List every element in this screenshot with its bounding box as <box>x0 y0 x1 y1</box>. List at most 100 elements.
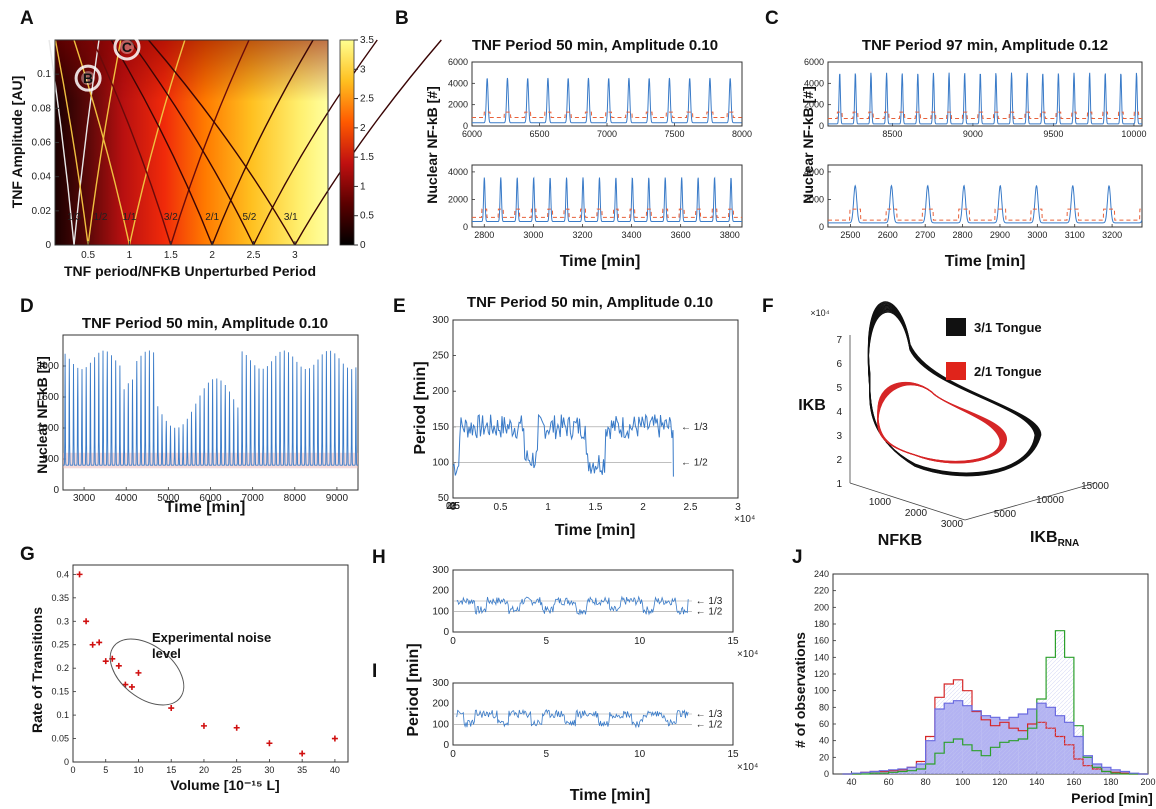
h-plot-xtick-label: 10 <box>634 636 646 647</box>
c-top-xtick-label: 10000 <box>1121 129 1146 139</box>
tongue-boundaries <box>48 39 442 246</box>
panel-j-ylabel: # of observations <box>792 632 808 748</box>
heatmap-markers: BC <box>74 33 141 92</box>
cbar-tick-label: 2.5 <box>360 94 374 105</box>
g-ytick-label: 0.3 <box>56 616 69 626</box>
a-xtick-label: 2.5 <box>247 250 261 261</box>
c-bot-tnf-input <box>828 208 1142 221</box>
panel-a-ylabel: TNF Amplitude [AU] <box>9 76 25 208</box>
g-point <box>83 618 90 625</box>
tongue-label: 5/2 <box>242 212 256 223</box>
e-xtick-label: 0.5 <box>446 501 460 512</box>
i-plot-ytick-label: 0 <box>443 740 449 751</box>
panel-b-top-plot: 6000 6500 7000 7500 8000 0 2000 4000 6000 <box>448 57 752 139</box>
f-zlabel: IKBRNA <box>1030 529 1079 549</box>
f-xlabel: NFKB <box>878 532 922 549</box>
d-trace <box>63 350 358 466</box>
i-plot-ref-label-half: ← 1/2 <box>696 719 723 730</box>
c-top-ytick-label: 4000 <box>804 78 824 88</box>
a-xtick-label: 1.5 <box>164 250 178 261</box>
h-plot-ref-label-half: ← 1/2 <box>696 606 723 617</box>
tongue-boundary <box>294 39 442 246</box>
c-top-ytick-label: 6000 <box>804 57 824 67</box>
panel-a-xlabel: TNF period/NFKB Unperturbed Period <box>64 263 316 279</box>
i-plot-multiplier: ×10⁴ <box>737 762 758 773</box>
d-xtick-label: 3000 <box>73 493 96 504</box>
panel-label-h: H <box>372 547 386 568</box>
cbar-tick-label: 3.5 <box>360 35 374 46</box>
j-step-green <box>842 630 1148 775</box>
e-xtick-label: 3 <box>450 501 456 512</box>
g-xtick-label: 35 <box>297 765 307 775</box>
marker-label-c: C <box>122 39 132 55</box>
f-multiplier: ×10⁴ <box>810 308 829 318</box>
tongue-boundary <box>252 39 378 246</box>
b-top-ytick-label: 0 <box>463 121 468 131</box>
b-bot-xtick-label: 3000 <box>523 230 543 240</box>
a-xtick-label: 3 <box>292 250 298 261</box>
j-xtick-label: 200 <box>1140 777 1155 787</box>
f-xtick-label: 2000 <box>905 508 928 519</box>
d-xtick-label: 6000 <box>199 493 222 504</box>
b-bot-xtick-label: 3600 <box>671 230 691 240</box>
f-loop-2-1 <box>877 383 1005 463</box>
d-ytick-label: 2000 <box>37 361 60 372</box>
i-plot-ytick-label: 300 <box>432 678 449 689</box>
d-ytick-label: 500 <box>42 454 59 465</box>
e-ref-label-half: ← 1/2 <box>681 457 708 468</box>
cbar-tick-label: 1.5 <box>360 152 374 163</box>
j-ytick-label: 120 <box>814 669 829 679</box>
j-ytick-label: 140 <box>814 652 829 662</box>
e-xtick-label: 0 <box>450 502 456 513</box>
panel-c-ylabel: Nuclear NF-kB [#] <box>800 86 816 203</box>
f-loop-2-1 <box>877 383 1003 463</box>
g-point <box>299 750 306 757</box>
a-ytick-label: 0.02 <box>32 206 52 217</box>
c-bot-ytick-label: 4000 <box>804 167 824 177</box>
g-xtick-label: 30 <box>264 765 274 775</box>
a-ytick-label: 0 <box>45 240 51 251</box>
tongue-boundary <box>54 39 89 246</box>
panel-a: A BC 0.5 1 1.5 2 2.5 300.020.040.060.080.1 1/… <box>9 8 442 279</box>
e-xtick-label: 1 <box>450 501 456 512</box>
j-step-blue <box>842 700 1148 775</box>
tongue-labels: 1/3 1/2 1/1 3/2 2/1 5/2 3/1 <box>67 212 298 223</box>
tongue-boundary <box>87 39 122 246</box>
cbar-tick-label: 2 <box>360 123 366 134</box>
c-top-ytick-label: 0 <box>819 121 824 131</box>
tongue-boundary <box>128 39 186 246</box>
panel-label-i: I <box>372 661 377 682</box>
panel-g-ylabel: Rate of Transitions <box>29 607 45 733</box>
f-xtick-label: 3000 <box>941 519 964 530</box>
panel-d-xlabel: Time [min] <box>165 499 246 516</box>
h-plot-ref-label-third: ← 1/3 <box>696 596 723 607</box>
h-plot-xtick-label: 5 <box>544 636 550 647</box>
j-xtick-label: 160 <box>1066 777 1081 787</box>
f-ztick-label: 10000 <box>1036 495 1064 506</box>
d-xtick-label: 9000 <box>326 493 349 504</box>
h-plot-xtick-label: 0 <box>450 636 456 647</box>
j-ytick-label: 200 <box>814 602 829 612</box>
e-frame <box>452 319 739 499</box>
panel-c-bottom-plot: 2500 2600 2700 2800 2900 3000 3100 3200 0 2000 400… <box>804 164 1143 240</box>
panel-d-ylabel: Nuclear NF-kB [#] <box>34 356 50 473</box>
j-ytick-label: 0 <box>824 769 829 779</box>
marker-fill-b <box>81 71 96 86</box>
j-ytick-label: 220 <box>814 586 829 596</box>
d-tnf-band <box>63 452 358 469</box>
colorbar-ticks: 0 0.5 1 1.5 2 2.5 3 3.5 <box>354 35 374 251</box>
j-xtick-label: 180 <box>1103 777 1118 787</box>
e-xtick-label: 2.5 <box>684 502 698 513</box>
b-top-ytick-label: 6000 <box>448 57 468 67</box>
b-top-ytick-label: 2000 <box>448 100 468 110</box>
b-bot-tnf-input <box>472 208 742 218</box>
h-plot-ytick-label: 0 <box>443 627 449 638</box>
panel-e-ylabel: Period [min] <box>412 361 429 454</box>
tongue-boundary <box>110 39 213 246</box>
panel-g: G 0 5 10 15 20 25 30 35 40 0 0.05 0.1 0.15 0.2 0.25 0.3… <box>20 544 349 793</box>
panel-b-title: TNF Period 50 min, Amplitude 0.10 <box>472 37 718 54</box>
f-ztick-label: 15000 <box>1081 481 1109 492</box>
b-bot-trace <box>472 176 742 222</box>
g-ytick-label: 0 <box>64 757 69 767</box>
